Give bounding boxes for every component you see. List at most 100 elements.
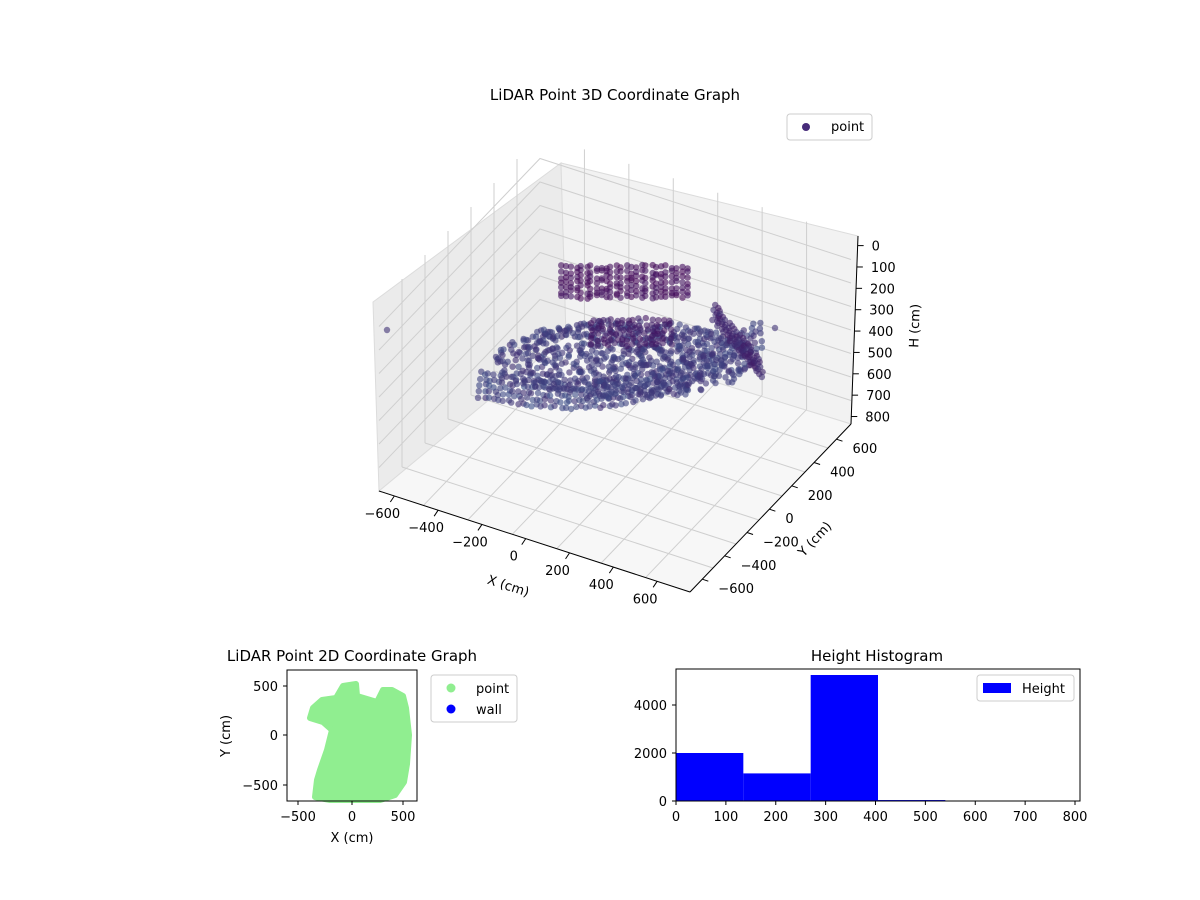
point-3d-floor <box>526 344 533 351</box>
chart-3d-title: LiDAR Point 3D Coordinate Graph <box>490 86 740 104</box>
point-3d-floor <box>504 358 511 365</box>
point-3d-floor <box>657 392 665 399</box>
point-3d-floor <box>641 383 648 390</box>
x-tick-mark <box>433 509 439 517</box>
point-3d-floor <box>527 370 534 377</box>
point-3d-floor <box>707 362 714 370</box>
point-3d-floor <box>561 376 568 383</box>
point-3d-floor <box>654 378 661 386</box>
y-tick-mark <box>769 508 776 512</box>
point-3d-upper <box>642 267 649 274</box>
point-3d-upper <box>593 280 601 287</box>
x-tick-label: 200 <box>545 564 570 579</box>
point-3d-wall <box>632 397 639 404</box>
histogram-title: Height Histogram <box>811 647 943 665</box>
point-3d-floor <box>632 364 639 371</box>
plot-frame-histogram <box>675 668 1081 802</box>
point-3d-floor <box>649 371 656 378</box>
point-3d-wall <box>499 397 506 405</box>
point-3d-floor <box>593 378 601 385</box>
point-3d-wall <box>523 401 530 409</box>
point-3d-wall <box>485 388 492 395</box>
point-3d-floor <box>499 357 506 365</box>
point-3d-mid <box>630 335 637 342</box>
y-tick-label: 600 <box>852 442 877 457</box>
x-tick-mark <box>565 552 570 560</box>
point-3d-side <box>748 346 755 354</box>
ticks-3d: −600 −400 −200 0 200 400 600 −600 −400 −200 0 200 40… <box>364 240 895 608</box>
y-axis-label-2d: Y (cm) <box>219 715 234 758</box>
point-3d-mid <box>594 337 601 345</box>
x-tick-label-histogram: 400 <box>863 810 888 825</box>
grid-line-height <box>378 204 852 374</box>
point-3d-wall <box>547 397 554 404</box>
point-3d-floor <box>636 388 644 395</box>
point-3d-wall <box>708 344 715 352</box>
point-3d-floor <box>611 390 619 398</box>
point-3d-floor <box>537 377 544 384</box>
point-3d-upper <box>567 270 575 277</box>
point-3d-floor <box>515 363 522 370</box>
z-tick-label: 700 <box>866 389 891 404</box>
point-3d-upper <box>567 293 575 300</box>
point-3d-floor <box>683 374 690 381</box>
point-3d-upper <box>662 293 669 300</box>
point-3d-mid <box>624 342 631 350</box>
y-tick-label-histogram: 0 <box>659 795 667 810</box>
y-tick-mark <box>836 438 843 442</box>
x-tick-label-2d: 0 <box>348 810 356 825</box>
point-3d-floor <box>555 324 562 332</box>
point-3d-upper <box>662 262 669 269</box>
point-3d-wall <box>494 391 502 399</box>
point-3d-wall <box>600 401 607 409</box>
point-3d-mid <box>659 335 666 342</box>
point-3d-floor <box>626 381 633 389</box>
point-3d-floor <box>641 391 649 398</box>
point-3d-floor <box>551 352 559 359</box>
point-3d-upper <box>679 273 686 280</box>
point-3d-wall <box>502 384 509 391</box>
ticks-histogram: 0 100 200 300 400 500 600 700 800 0 2000 4000 <box>634 699 1088 825</box>
chart-2d-title: LiDAR Point 2D Coordinate Graph <box>227 647 477 665</box>
point-3d-wall <box>541 402 548 409</box>
point-3d-floor <box>571 375 579 382</box>
y-tick-label-2d: 0 <box>270 729 278 744</box>
point-3d-floor <box>617 365 624 372</box>
legend-3d-frame <box>786 113 873 141</box>
y-tick-mark <box>724 555 731 559</box>
point-3d-floor <box>686 360 694 367</box>
histogram-bar <box>743 773 811 801</box>
point-3d-wall <box>515 401 522 408</box>
point-3d-floor <box>731 352 738 359</box>
x-tick-label: 600 <box>633 592 658 607</box>
point-3d-upper <box>606 263 614 270</box>
point-3d-floor <box>711 373 718 380</box>
point-3d-floor <box>688 345 696 352</box>
point-3d-upper <box>558 262 565 269</box>
x-tick-label: −600 <box>364 507 400 522</box>
point-3d-outlier <box>383 326 391 334</box>
x-tick-label-histogram: 100 <box>713 810 738 825</box>
point-3d-floor <box>626 358 633 366</box>
point-3d-upper <box>633 272 640 279</box>
point-3d-floor <box>659 366 666 373</box>
y-tick-label: 0 <box>785 512 793 527</box>
x-axis-label-3d: X (cm) <box>485 573 531 601</box>
point-3d-upper <box>679 263 686 271</box>
z-tick-label: 600 <box>867 368 892 383</box>
point-3d-wall <box>509 388 516 395</box>
point-3d-floor <box>710 368 717 375</box>
point-3d-floor <box>524 361 532 368</box>
y-tick-mark <box>791 485 798 489</box>
point-3d-floor <box>534 372 541 379</box>
point-3d-floor <box>554 332 561 340</box>
point-3d-floor <box>713 356 720 364</box>
y-axis-label-3d: Y (cm) <box>795 519 835 561</box>
point-3d-floor <box>512 356 519 364</box>
point-3d-wall <box>499 391 507 398</box>
point-3d-floor <box>509 339 516 346</box>
x-tick-label-histogram: 700 <box>1013 810 1038 825</box>
point-3d-side <box>709 316 716 324</box>
point-3d-mid <box>594 330 602 337</box>
point-3d-mid <box>635 315 642 322</box>
